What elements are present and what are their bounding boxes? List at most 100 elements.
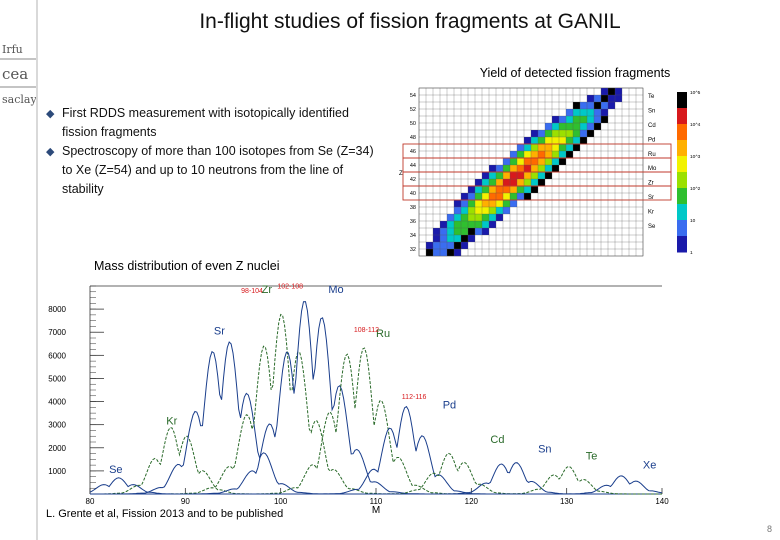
heatmap-cell xyxy=(496,179,503,186)
heatmap-cell xyxy=(559,151,566,158)
heatmap-cell xyxy=(552,165,559,172)
heatmap-cell xyxy=(496,214,503,221)
y-tick-label: 2000 xyxy=(48,444,66,453)
heatmap-cell xyxy=(475,214,482,221)
heatmap-cell xyxy=(538,144,545,151)
heatmap-cell xyxy=(538,158,545,165)
heatmap-cell xyxy=(475,186,482,193)
mass-range-annotation: 108-112 xyxy=(354,327,379,334)
color-scale-segment xyxy=(677,204,687,221)
mass-range-annotation: 102-108 xyxy=(277,283,303,290)
heatmap-cell xyxy=(475,200,482,207)
heatmap-cell xyxy=(531,137,538,144)
color-scale-segment xyxy=(677,236,687,253)
color-scale-tick: 1 xyxy=(690,250,693,256)
bullet-list: ◆ First RDDS measurement with isotopical… xyxy=(46,104,386,199)
heatmap-cell xyxy=(468,200,475,207)
mass-chart-caption: Mass distribution of even Z nuclei xyxy=(94,259,280,273)
heatmap-cell xyxy=(538,137,545,144)
heatmap-cell xyxy=(461,221,468,228)
logo-line-irfu: Irfu xyxy=(2,43,23,56)
heatmap-cell xyxy=(601,116,608,123)
heatmap-element-label: Sr xyxy=(648,195,654,201)
heatmap-cell xyxy=(517,172,524,179)
series-label-sn: Sn xyxy=(538,443,551,455)
heatmap-element-label: Mo xyxy=(648,166,657,172)
fission-yield-heatmap: 54 52 50 48 46 44 42 40 38 36 34 32 Z Te Sn Cd Pd Ru Mo Zr S… xyxy=(399,87,701,257)
heatmap-cell xyxy=(524,165,531,172)
heatmap-cell xyxy=(524,137,531,144)
series-label-te: Te xyxy=(586,450,598,462)
y-tick-label: 7000 xyxy=(48,328,66,337)
heatmap-cell xyxy=(559,123,566,130)
heatmap-cell xyxy=(454,242,461,249)
color-scale-segment xyxy=(677,92,687,109)
heatmap-cell xyxy=(573,130,580,137)
heatmap-element-label: Zr xyxy=(648,181,654,187)
heatmap-cell xyxy=(608,88,615,95)
heatmap-cell xyxy=(566,116,573,123)
series-label-mo: Mo xyxy=(328,284,343,296)
heatmap-cell xyxy=(580,130,587,137)
heatmap-cell xyxy=(524,186,531,193)
heatmap-cell xyxy=(552,158,559,165)
heatmap-cell xyxy=(482,172,489,179)
heatmap-cell xyxy=(601,109,608,116)
color-scale-segment xyxy=(677,156,687,173)
heatmap-cell xyxy=(594,109,601,116)
heatmap-y-tick: 40 xyxy=(410,191,416,197)
heatmap-cell xyxy=(580,137,587,144)
heatmap-cell xyxy=(489,172,496,179)
heatmap-cell xyxy=(573,116,580,123)
heatmap-cell xyxy=(489,214,496,221)
logo-line-cea: cea xyxy=(2,65,28,83)
heatmap-cell xyxy=(552,123,559,130)
heatmap-cell xyxy=(566,137,573,144)
heatmap-cell xyxy=(503,165,510,172)
series-line-zr xyxy=(90,313,662,495)
heatmap-cell xyxy=(545,151,552,158)
heatmap-cell xyxy=(566,123,573,130)
heatmap-cell xyxy=(573,109,580,116)
heatmap-y-tick: 34 xyxy=(410,233,416,239)
heatmap-cell xyxy=(566,109,573,116)
heatmap-cell xyxy=(531,130,538,137)
heatmap-cell xyxy=(482,207,489,214)
heatmap-cell xyxy=(447,235,454,242)
heatmap-cell xyxy=(461,228,468,235)
heatmap-y-tick: 48 xyxy=(410,135,416,141)
series-line-xe xyxy=(90,475,663,495)
heatmap-cell xyxy=(440,249,447,256)
heatmap-cell xyxy=(615,95,622,102)
heatmap-y-tick: 36 xyxy=(410,219,416,225)
heatmap-cell xyxy=(475,221,482,228)
heatmap-cell xyxy=(461,242,468,249)
heatmap-cell xyxy=(601,88,608,95)
heatmap-y-tick: 46 xyxy=(410,149,416,155)
series-label-kr: Kr xyxy=(166,416,177,428)
heatmap-cell xyxy=(573,102,580,109)
color-scale-segment xyxy=(677,188,687,205)
heatmap-cell xyxy=(559,158,566,165)
bullet-item: ◆ First RDDS measurement with isotopical… xyxy=(46,104,386,142)
heatmap-cell xyxy=(489,207,496,214)
heatmap-cell xyxy=(496,200,503,207)
heatmap-cell xyxy=(524,193,531,200)
heatmap-cell xyxy=(489,221,496,228)
heatmap-cell xyxy=(517,165,524,172)
color-scale-segment xyxy=(677,140,687,157)
heatmap-element-label: Ru xyxy=(648,152,656,158)
heatmap-cell xyxy=(482,186,489,193)
x-tick-label: 90 xyxy=(181,497,190,506)
heatmap-cell xyxy=(531,158,538,165)
heatmap-cell xyxy=(580,102,587,109)
heatmap-cell xyxy=(552,130,559,137)
heatmap-cell xyxy=(468,186,475,193)
heatmap-cell xyxy=(538,172,545,179)
y-tick-label: 8000 xyxy=(48,305,66,314)
heatmap-cell xyxy=(559,137,566,144)
bullet-text: Spectroscopy of more than 100 isotopes f… xyxy=(62,144,374,196)
heatmap-element-label: Kr xyxy=(648,210,654,216)
heatmap-cell xyxy=(531,144,538,151)
heatmap-cell xyxy=(496,165,503,172)
